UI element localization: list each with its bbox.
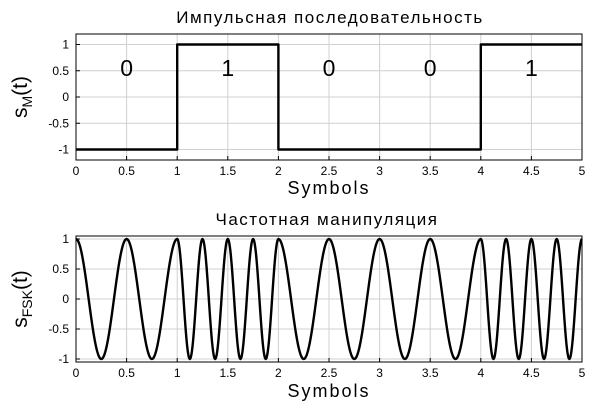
fsk-y-tick-label: -0.5 [48,322,69,336]
fsk-x-tick-label: 1 [174,366,181,380]
fsk-x-tick-label: 4 [477,366,484,380]
fsk-x-tick-label: 3.5 [422,366,439,380]
pulse-y-tick-label: -0.5 [48,116,69,130]
bit-label: 0 [424,55,437,81]
fsk-y-tick-label: 1 [62,232,69,246]
pulse-sequence-chart: Импульсная последовательность 0 0.5 1 1.5 2 2… [9,8,586,198]
bit-label: 1 [221,55,234,81]
pulse-chart-x-ticks: 0 0.5 1 1.5 2 2.5 3 3.5 4 4.5 5 [73,156,586,178]
fsk-chart-y-label: sFSK(t) [9,270,35,328]
fsk-x-tick-label: 3 [376,366,383,380]
fsk-y-label-arg: (t) [9,270,32,290]
pulse-chart-x-label: Symbols [287,178,370,198]
pulse-y-tick-label: -1 [58,143,69,157]
fsk-y-tick-label: 0.5 [52,262,69,276]
pulse-x-tick-label: 2.5 [321,164,338,178]
fsk-chart: Частотная манипуляция 0 0.5 1 1.5 2 2.5 3 3.5 4 4… [9,210,586,401]
fsk-x-tick-label: 0.5 [118,366,135,380]
pulse-x-tick-label: 3 [376,164,383,178]
fsk-series-line [75,237,583,361]
fsk-chart-title: Частотная манипуляция [216,210,439,229]
fsk-x-tick-label: 5 [579,366,586,380]
pulse-x-tick-label: 2 [275,164,282,178]
pulse-chart-y-ticks: -1 -0.5 0 0.5 1 [48,38,80,157]
pulse-x-tick-label: 4 [477,164,484,178]
pulse-series-line [76,43,582,151]
fsk-y-tick-label: -1 [58,352,69,366]
pulse-x-tick-label: 5 [579,164,586,178]
pulse-y-label-sub: M [19,96,35,108]
fsk-chart-x-ticks: 0 0.5 1 1.5 2 2.5 3 3.5 4 4.5 5 [73,358,586,380]
fsk-chart-x-label: Symbols [287,381,370,401]
pulse-y-tick-label: 1 [62,38,69,52]
pulse-x-tick-label: 1 [174,164,181,178]
pulse-chart-y-label: sM(t) [9,76,35,118]
fsk-x-tick-label: 0 [73,366,80,380]
pulse-x-tick-label: 0.5 [118,164,135,178]
pulse-y-label-base: s [9,108,32,119]
fsk-y-label-sub: FSK [19,289,35,317]
fsk-y-tick-label: 0 [62,292,69,306]
fsk-x-tick-label: 1.5 [219,366,236,380]
fsk-x-tick-label: 2.5 [321,366,338,380]
fsk-x-tick-label: 2 [275,366,282,380]
fsk-chart-y-ticks: -1 -0.5 0 0.5 1 [48,232,80,366]
fsk-chart-grid [76,236,582,362]
pulse-x-tick-label: 3.5 [422,164,439,178]
pulse-chart-grid [76,34,582,160]
pulse-y-label-arg: (t) [9,76,32,96]
pulse-chart-bit-labels: 0 1 0 0 1 [120,55,538,81]
pulse-x-tick-label: 4.5 [523,164,540,178]
bit-label: 0 [120,55,133,81]
pulse-x-tick-label: 0 [73,164,80,178]
pulse-y-tick-label: 0.5 [52,64,69,78]
bit-label: 0 [323,55,336,81]
pulse-y-tick-label: 0 [62,90,69,104]
fsk-y-label-base: s [9,317,32,328]
bit-label: 1 [525,55,538,81]
fsk-x-tick-label: 4.5 [523,366,540,380]
pulse-x-tick-label: 1.5 [219,164,236,178]
pulse-chart-title: Импульсная последовательность [176,8,484,27]
